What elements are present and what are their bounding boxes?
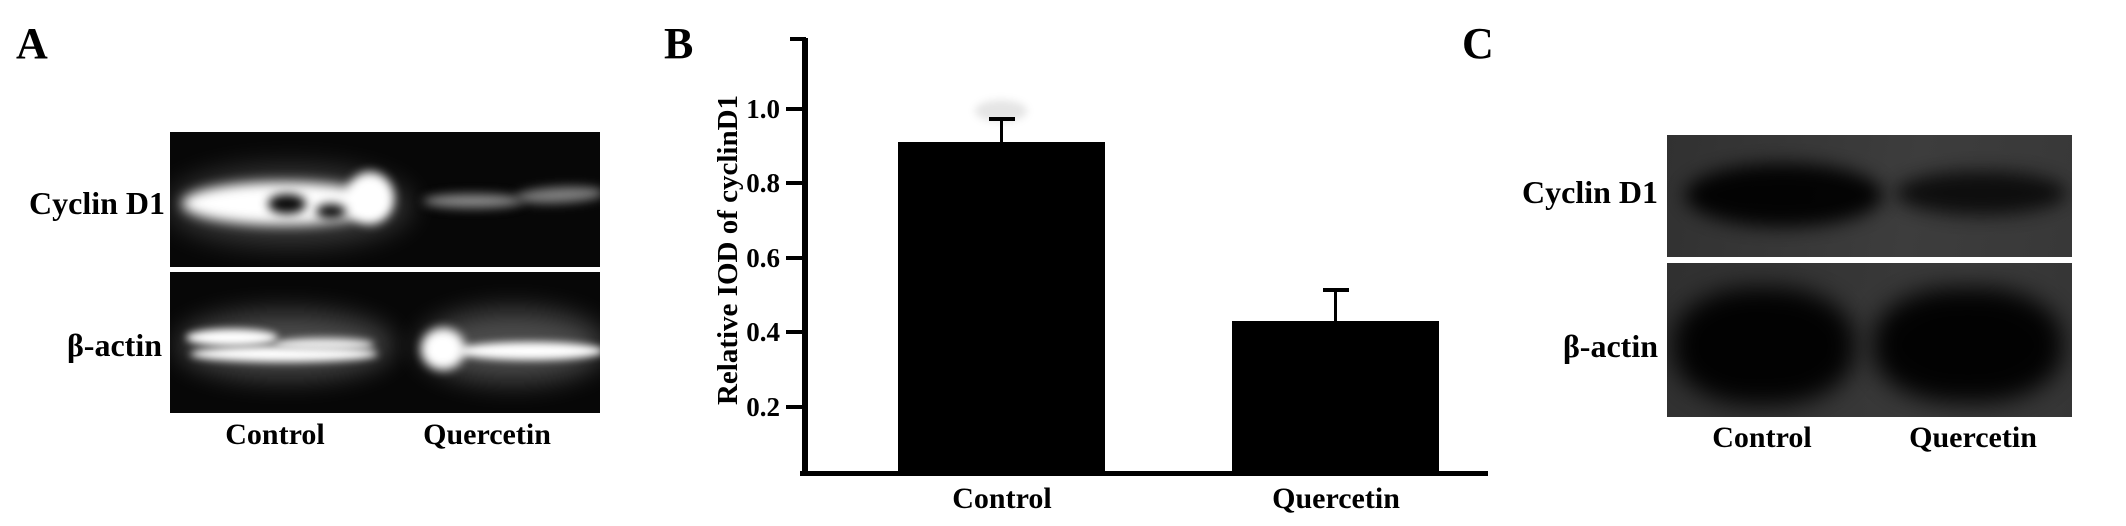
x-axis <box>800 471 1488 476</box>
blot-band-control-cyclin-d1-c <box>1685 163 1883 227</box>
y-tick-label: 0.4 <box>746 317 780 347</box>
lane-label-control-a: Control <box>225 418 325 451</box>
y-tick <box>786 256 802 260</box>
panel-b-label: B <box>664 19 694 68</box>
blot-band-bright-spot <box>346 172 394 224</box>
blot-band-control-beta-actin-c <box>1673 287 1855 405</box>
blot-c-cyclin-d1-film <box>1667 135 2072 257</box>
scan-artifact <box>975 100 1027 122</box>
y-tick <box>786 405 802 409</box>
error-cap-control <box>989 117 1015 121</box>
blot-band-control-beta-actin-a <box>186 329 278 346</box>
y-tick <box>786 181 802 185</box>
error-cap-quercetin <box>1323 288 1349 292</box>
row-label-cyclin-d1-c: Cyclin D1 <box>1522 174 1658 210</box>
blot-band-quercetin-beta-actin-c <box>1873 287 2063 403</box>
bar-control <box>898 142 1105 474</box>
y-tick-label: 0.2 <box>746 392 780 422</box>
panel-c-label: C <box>1462 19 1494 68</box>
error-bar-quercetin <box>1334 291 1337 321</box>
bar-quercetin <box>1232 321 1439 474</box>
y-tick <box>786 107 802 111</box>
lane-label-quercetin-c: Quercetin <box>1909 421 2037 454</box>
error-bar-control <box>1000 120 1003 142</box>
blot-a-beta-actin-film <box>170 272 600 413</box>
y-tick-label: 0.8 <box>746 168 780 198</box>
y-tick-label: 0.6 <box>746 243 780 273</box>
blot-band-quercetin-cyclin-d1-a <box>515 184 600 206</box>
blot-c-beta-actin-film <box>1667 263 2072 417</box>
blot-a-cyclin-d1-film <box>170 132 600 267</box>
x-category-label-quercetin: Quercetin <box>1272 482 1400 515</box>
y-axis-top-serif <box>790 37 806 41</box>
row-label-beta-actin-c: β-actin <box>1562 328 1658 364</box>
panel-a-label: A <box>16 19 48 68</box>
blot-band-quercetin-cyclin-d1-c <box>1895 171 2067 215</box>
lane-label-quercetin-a: Quercetin <box>423 418 551 451</box>
y-tick-label: 1.0 <box>746 94 780 124</box>
lane-label-control-c: Control <box>1712 421 1812 454</box>
blot-band-quercetin-beta-actin-a <box>456 342 600 360</box>
blot-band-hole <box>268 194 306 214</box>
blot-band-hole <box>316 204 346 219</box>
x-category-label-control: Control <box>952 482 1052 515</box>
blot-band-quercetin-cyclin-d1-a <box>423 194 523 208</box>
row-label-beta-actin-a: β-actin <box>66 327 162 363</box>
y-axis <box>802 38 808 475</box>
blot-band-control-beta-actin-a <box>274 338 374 351</box>
row-label-cyclin-d1-a: Cyclin D1 <box>29 185 165 221</box>
y-tick <box>786 330 802 334</box>
